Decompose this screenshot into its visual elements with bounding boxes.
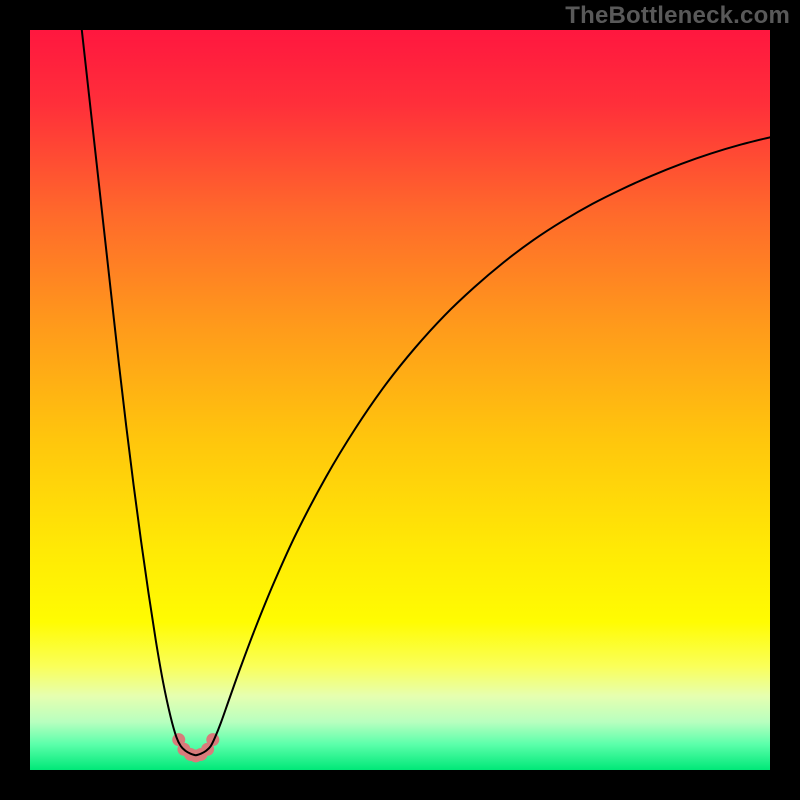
chart-svg [30,30,770,770]
frame-right [770,0,800,800]
watermark-text: TheBottleneck.com [565,2,790,30]
chart-background [30,30,770,770]
bottleneck-curve-chart [30,30,770,770]
frame-left [0,0,30,800]
frame-bottom [0,770,800,800]
